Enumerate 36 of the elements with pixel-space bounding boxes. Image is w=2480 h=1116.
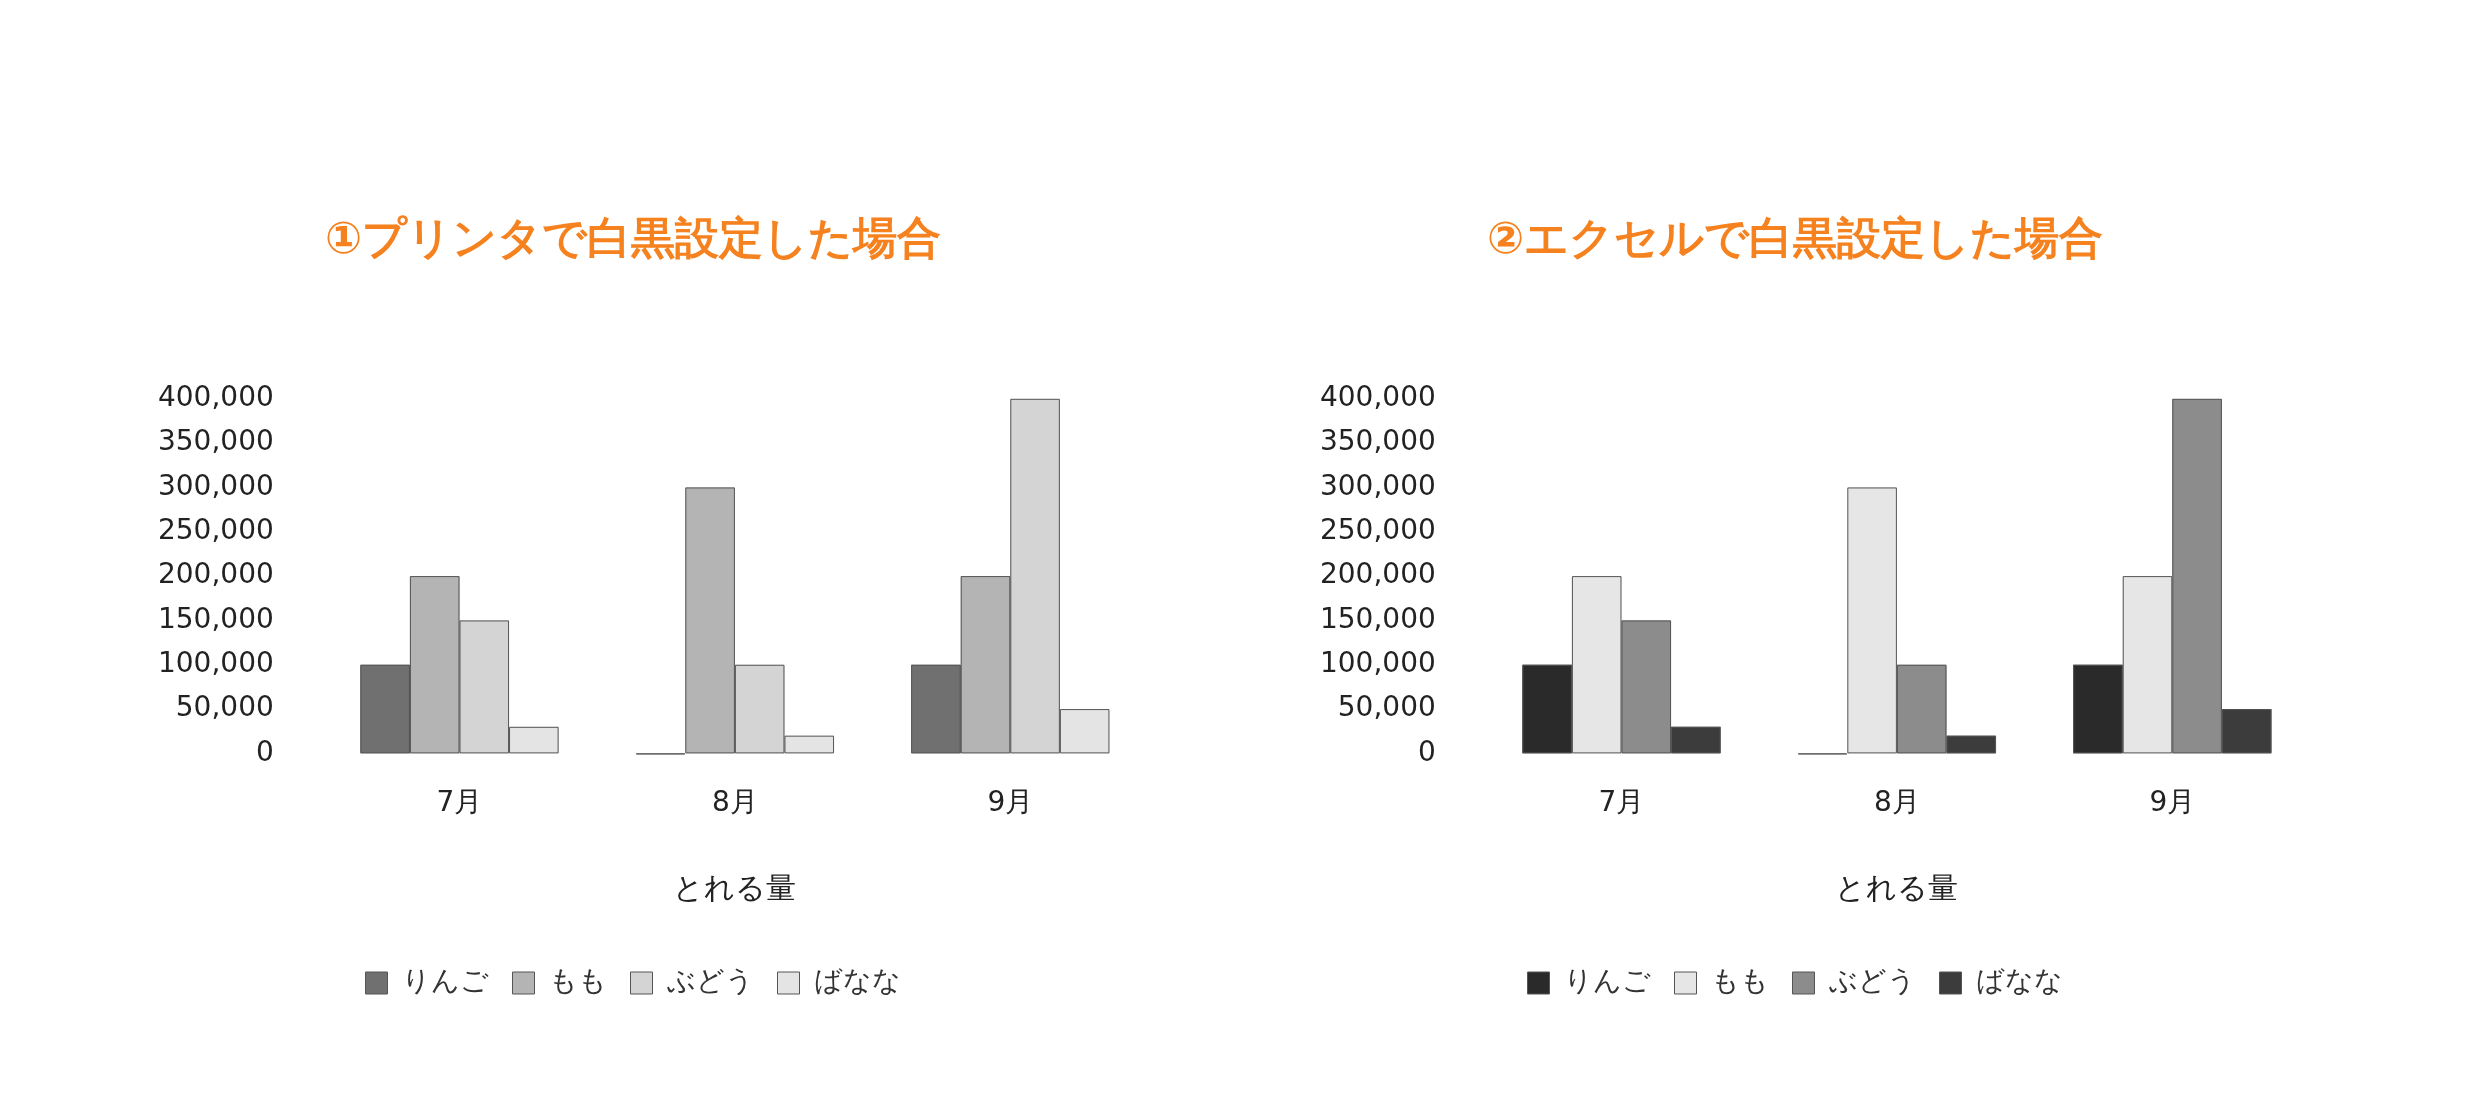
- x-tick-label: 8月: [1873, 785, 1920, 819]
- legend-label: ぶどう: [666, 964, 754, 998]
- y-tick-label: 400,000: [1319, 380, 1436, 414]
- y-tick-label: 250,000: [157, 513, 274, 547]
- y-tick-label: 100,000: [1319, 646, 1436, 680]
- y-tick-label: 0: [255, 734, 274, 768]
- legend-label: ばなな: [1975, 964, 2063, 998]
- y-tick-label: 300,000: [1319, 468, 1436, 502]
- y-tick-label: 150,000: [1319, 601, 1436, 635]
- legend-label: りんご: [401, 964, 489, 998]
- y-tick-label: 150,000: [157, 601, 274, 635]
- y-tick-label: 350,000: [1319, 424, 1436, 458]
- y-tick-label: 400,000: [157, 380, 274, 414]
- y-tick-label: 200,000: [1319, 557, 1436, 591]
- x-axis-title: とれる量: [1835, 869, 1959, 905]
- y-tick-label: 350,000: [157, 424, 274, 458]
- x-tick-label: 8月: [711, 785, 758, 819]
- x-tick-label: 7月: [436, 785, 483, 819]
- legend-label: ぶどう: [1828, 964, 1916, 998]
- chart-title: ②エクセルで白黒設定した場合: [1486, 211, 2104, 263]
- y-tick-label: 300,000: [157, 468, 274, 502]
- x-tick-label: 9月: [987, 785, 1034, 819]
- y-tick-label: 100,000: [157, 646, 274, 680]
- legend-label: もも: [1710, 964, 1769, 998]
- y-tick-label: 200,000: [157, 557, 274, 591]
- y-tick-label: 250,000: [1319, 513, 1436, 547]
- chart-title: ①プリンタで白黒設定した場合: [324, 211, 942, 263]
- legend-label: もも: [548, 964, 607, 998]
- x-tick-label: 9月: [2149, 785, 2196, 819]
- x-tick-label: 7月: [1598, 785, 1645, 819]
- y-tick-label: 50,000: [1337, 690, 1436, 724]
- legend-label: ばなな: [813, 964, 901, 998]
- x-axis-title: とれる量: [673, 869, 797, 905]
- legend-label: りんご: [1563, 964, 1651, 998]
- y-tick-label: 50,000: [175, 690, 274, 724]
- y-tick-label: 0: [1417, 734, 1436, 768]
